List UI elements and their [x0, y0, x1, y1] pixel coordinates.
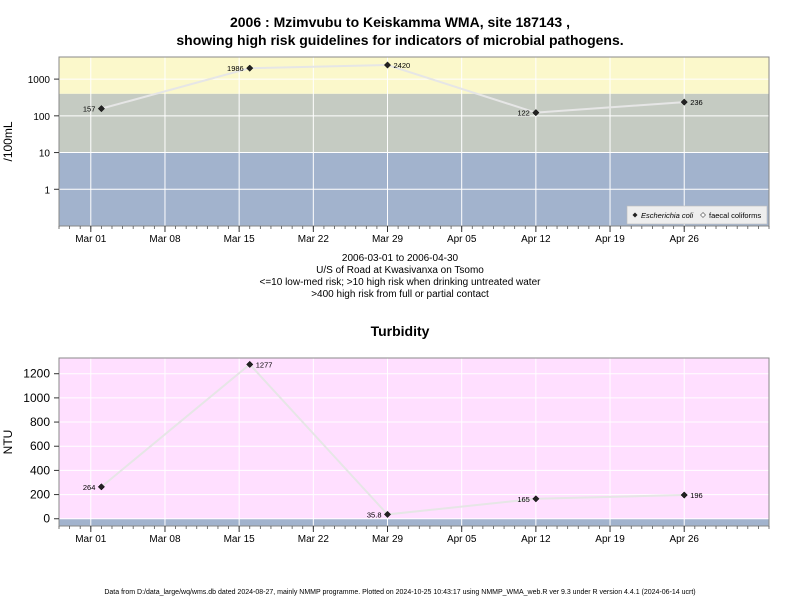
footer-note: Data from D:/data_large/wq/wms.db dated …: [104, 589, 696, 596]
y-tick-label-2: 400: [30, 463, 50, 477]
data-label-0: 264: [83, 483, 96, 492]
risk-band-1: [59, 93, 769, 153]
plot-frame: [58, 56, 770, 227]
data-label-3: 122: [517, 109, 530, 118]
data-point-1: [246, 360, 254, 368]
subtitle-drinking-risk: <=10 low-med risk; >10 high risk when dr…: [259, 277, 541, 288]
subtitle-date-range: 2006-03-01 to 2006-04-30: [341, 253, 459, 264]
data-label-2: 35.8: [367, 510, 382, 519]
data-point-1: [246, 64, 254, 72]
chart-title-line-1: 2006 : Mzimvubu to Keiskamma WMA, site 1…: [229, 14, 570, 30]
risk-band-1: [59, 358, 769, 519]
risk-band-2: [59, 57, 769, 94]
legend: Escherichia coli faecal coliforms: [626, 205, 768, 225]
y-tick-label-0: 0: [43, 512, 50, 526]
y-tick-label-6: 1200: [23, 367, 50, 381]
legend-label-ecoli: Escherichia coli: [641, 211, 693, 220]
y-tick-label-3: 600: [30, 439, 50, 453]
legend-box: [626, 205, 768, 225]
data-point-2: [383, 510, 392, 518]
x-tick-label-5: Apr 05: [447, 534, 477, 545]
x-tick-label-0: Mar 01: [75, 534, 107, 545]
legend-label-faecal: faecal coliforms: [709, 211, 761, 220]
x-tick-label-0: Mar 01: [75, 234, 107, 245]
x-tick-label-5: Apr 05: [447, 234, 477, 245]
data-label-1: 1986: [227, 64, 244, 73]
data-point-3: [532, 495, 540, 503]
y-tick-label-2: 100: [33, 112, 50, 123]
turbidity-title: Turbidity: [370, 323, 430, 339]
y-tick-label-0: 1: [44, 185, 50, 196]
data-label-4: 196: [690, 491, 703, 500]
data-point-4: [680, 491, 688, 499]
risk-band-0: [59, 518, 769, 526]
data-label-0: 157: [83, 105, 96, 114]
x-tick-label-2: Mar 15: [224, 534, 256, 545]
subtitle-site: U/S of Road at Kwasivanxa on Tsomo: [316, 265, 484, 276]
data-label-1: 1277: [256, 360, 273, 369]
y-tick-label-3: 1000: [28, 75, 51, 86]
legend-marker-ecoli: [632, 212, 638, 218]
plot-frame: [58, 357, 770, 527]
x-tick-label-7: Apr 19: [595, 234, 625, 245]
x-tick-label-8: Apr 26: [669, 234, 699, 245]
legend-marker-faecal: [700, 212, 706, 218]
x-tick-label-6: Apr 12: [521, 534, 551, 545]
data-point-0: [97, 483, 105, 491]
x-tick-label-1: Mar 08: [149, 534, 181, 545]
x-tick-label-3: Mar 22: [298, 234, 330, 245]
x-tick-label-4: Mar 29: [372, 534, 404, 545]
x-tick-label-4: Mar 29: [372, 234, 404, 245]
y-tick-label-5: 1000: [23, 391, 50, 405]
y-tick-label-4: 800: [30, 415, 50, 429]
data-label-4: 236: [690, 98, 703, 107]
x-tick-label-2: Mar 15: [224, 234, 256, 245]
data-point-2: [383, 61, 392, 69]
data-point-3: [532, 109, 540, 117]
turbidity-chart: Mar 01 Mar 08 Mar 15 Mar 22 Mar 29 Apr 05 Apr …: [1, 357, 770, 545]
y-tick-label-1: 10: [39, 149, 51, 160]
y-axis-label: /100mL: [1, 121, 15, 161]
x-tick-label-7: Apr 19: [595, 534, 625, 545]
data-label-3: 165: [517, 495, 530, 504]
chart-title-line-2: showing high risk guidelines for indicat…: [176, 32, 624, 48]
data-point-0: [97, 105, 105, 113]
data-label-2: 2420: [394, 61, 411, 70]
microbial-chart: Mar 01 Mar 08 Mar 15 Mar 22 Mar 29 Apr 05 Apr …: [1, 56, 770, 245]
x-tick-label-3: Mar 22: [298, 534, 330, 545]
data-point-4: [680, 98, 688, 106]
x-tick-label-8: Apr 26: [669, 534, 699, 545]
subtitle-contact-risk: >400 high risk from full or partial cont…: [311, 289, 489, 300]
x-tick-label-1: Mar 08: [149, 234, 181, 245]
x-tick-label-6: Apr 12: [521, 234, 551, 245]
y-tick-label-1: 200: [30, 488, 50, 502]
y-axis-label: NTU: [1, 430, 15, 455]
